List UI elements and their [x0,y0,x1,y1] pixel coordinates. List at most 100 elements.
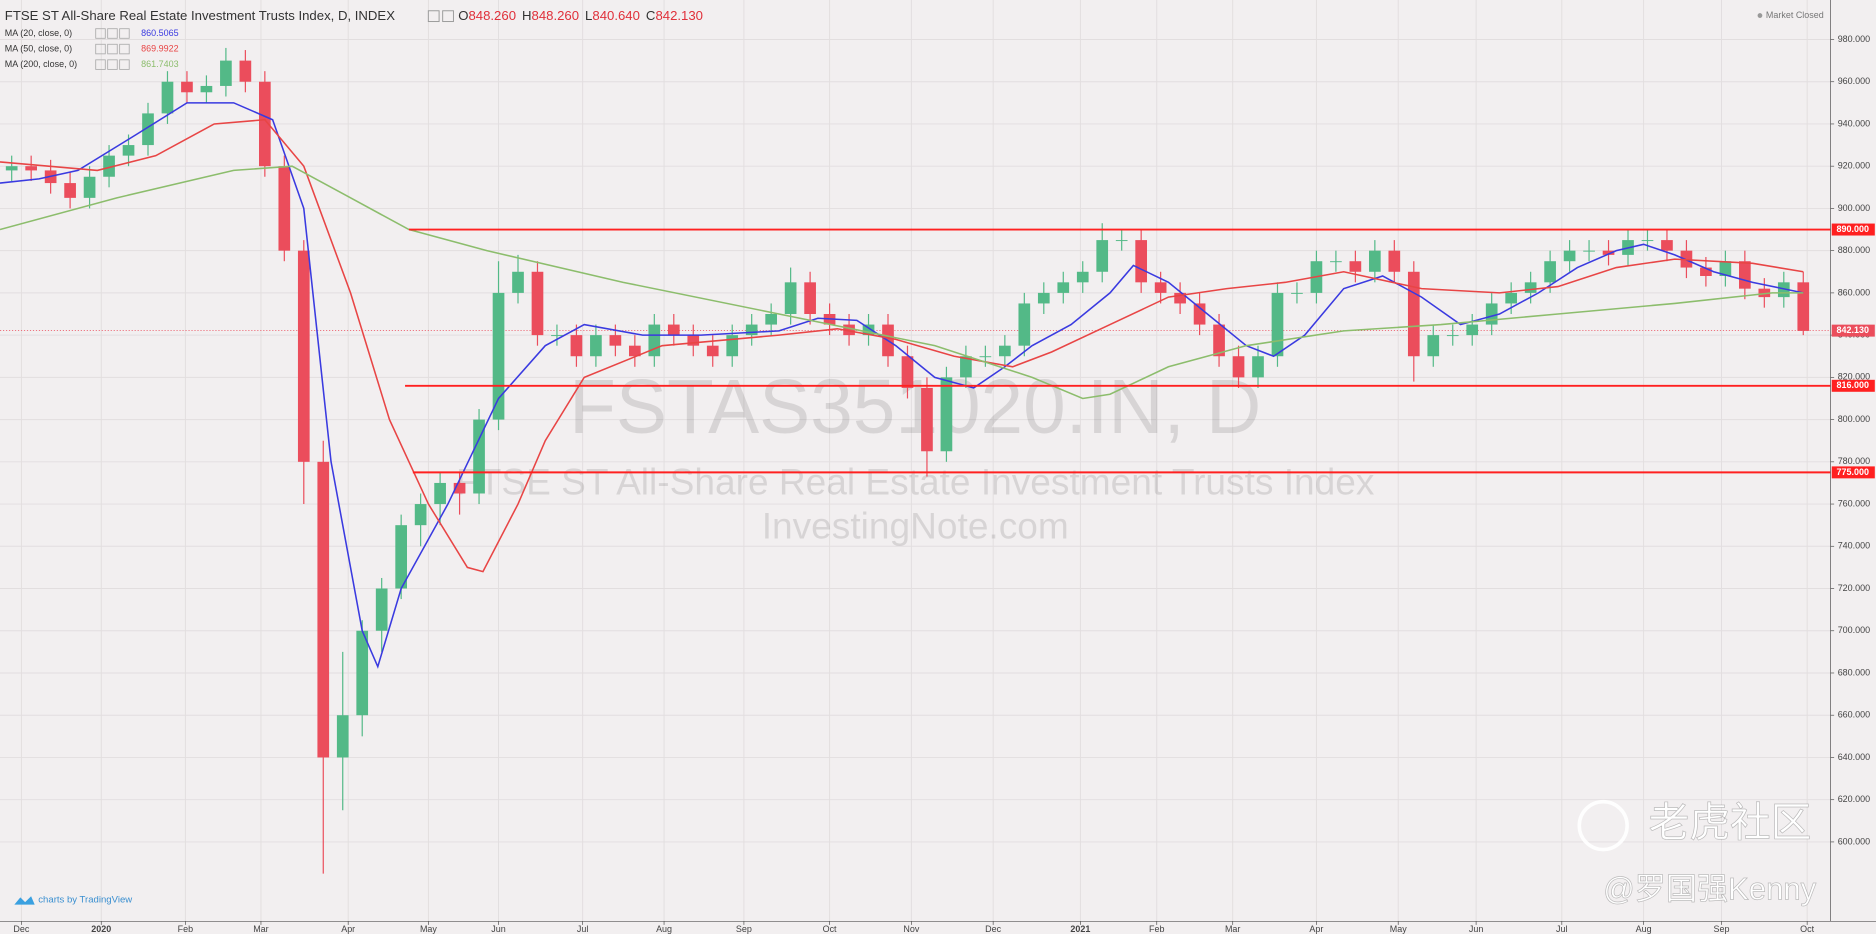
ohlc-value: 840.640 [592,8,640,23]
candle-body [1193,303,1206,325]
candle-body [1758,288,1771,298]
x-tick-label: Jun [1469,924,1483,934]
y-tick-label: 900.000 [1838,203,1870,213]
candle-body [1777,282,1790,298]
candle-body [1583,250,1595,252]
candle-body [181,81,193,93]
x-tick-label: Oct [823,924,837,934]
candle [960,345,972,388]
candle [1232,345,1245,388]
candle [512,254,524,304]
candle [434,472,446,526]
candle [804,271,816,325]
candle-body [1485,303,1498,325]
x-tick-label: Oct [1800,924,1814,934]
ma-line [0,118,1804,573]
x-tick-label: Mar [253,924,268,934]
candle [1427,324,1440,367]
candle-body [375,588,388,631]
candle [629,335,641,367]
candle-body [220,60,232,86]
candle [25,155,38,181]
candle-body [122,145,135,156]
ma-value: 861.7403 [141,59,178,69]
x-tick-label: 2020 [91,924,111,934]
ma-button[interactable] [95,28,106,39]
candle [1739,250,1751,300]
candle [1563,240,1576,272]
market-status: Market Closed [1766,10,1824,20]
tradingview-credit[interactable]: charts by TradingView [14,894,132,905]
candle [726,324,739,367]
watermark-name: FTSE ST All-Share Real Estate Investment… [456,460,1375,502]
candle-body [1661,240,1673,251]
candle [1797,271,1810,336]
candle [1602,240,1615,266]
ma-button[interactable] [95,59,106,70]
candle-body [1641,240,1654,242]
x-tick-label: Jul [577,924,588,934]
candle [1252,345,1264,388]
y-tick-label: 620.000 [1838,794,1870,804]
ma-button[interactable] [107,43,118,55]
ohlc-key: C [646,8,656,23]
ma-button[interactable] [119,59,130,70]
settings-button[interactable] [442,10,454,23]
candle-body [1388,250,1401,272]
candle-body [1115,240,1128,242]
ma-button[interactable] [107,28,118,39]
ma-value: 869.9922 [141,43,178,53]
level-tag [1831,466,1875,479]
candle-body [609,335,622,346]
candle [1174,282,1186,315]
ma-button[interactable] [119,28,130,39]
candle [531,261,544,346]
candle [1096,223,1109,283]
status-dot [1757,13,1763,18]
candle-body [531,271,544,336]
candle [259,71,271,177]
chart-title: FTSE ST All-Share Real Estate Investment… [5,8,395,23]
x-tick-label: Nov [903,924,919,934]
candle-body [414,504,427,526]
candle [317,440,330,874]
candle [1154,271,1167,304]
x-tick-label: Feb [178,924,193,934]
eye-button[interactable] [427,10,440,23]
credit-text[interactable]: charts by TradingView [38,894,132,905]
candle-body [1407,271,1420,357]
y-tick-label: 800.000 [1838,414,1870,424]
candle [745,314,758,346]
candle-body [1369,250,1381,272]
candle [1349,250,1362,283]
y-tick-label: 600.000 [1838,836,1870,846]
candle [1583,240,1595,262]
candle-body [317,461,330,758]
candle [1115,229,1128,251]
candle-body [83,176,96,198]
ma-button[interactable] [119,43,130,55]
candle-body [804,282,816,315]
candle-body [1602,250,1615,255]
x-tick-label: Jul [1556,924,1567,934]
candle [999,335,1011,367]
legend-buttons[interactable] [427,10,454,23]
candle-body [1291,292,1303,294]
candle-body [1797,282,1810,331]
ohlc-value: 848.260 [468,8,516,23]
candle [667,314,680,346]
grid [0,0,1831,922]
ma-button[interactable] [107,59,118,70]
candle-body [1544,261,1556,283]
x-tick-label: Aug [1636,924,1652,934]
ohlc-value: 848.260 [532,8,580,23]
x-tick-label: 2021 [1070,924,1090,934]
y-tick-label: 960.000 [1838,76,1870,86]
ma-button[interactable] [95,43,106,55]
candle-body [200,85,213,93]
candle-body [1096,240,1109,272]
y-tick-label: 940.000 [1838,118,1870,128]
candle [278,155,291,262]
